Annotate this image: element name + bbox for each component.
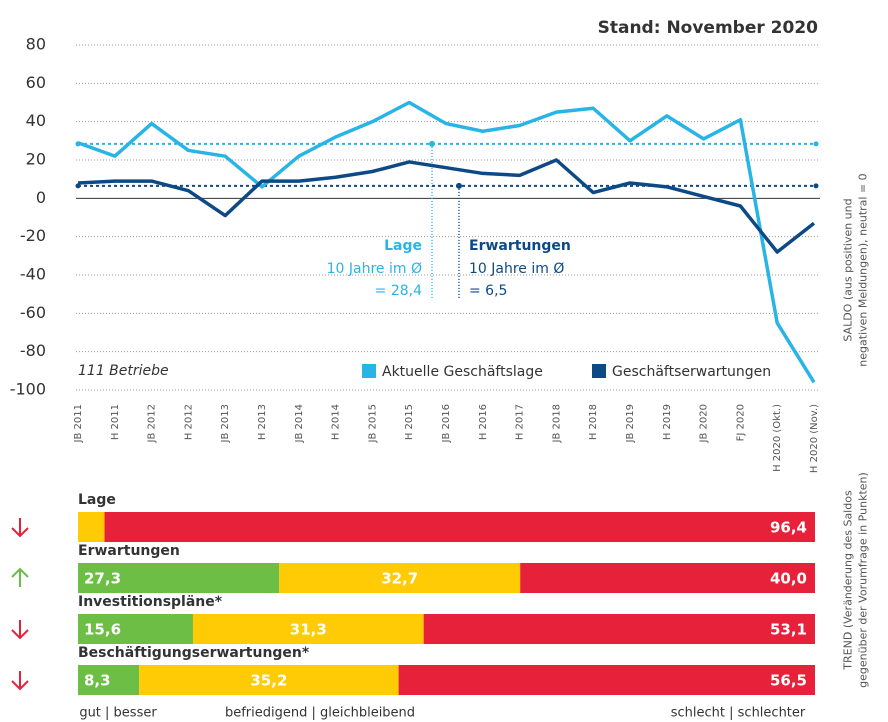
axis-label: TREND (Veränderung des Saldos — [842, 490, 855, 671]
axis-label: gegenüber der Vorumfrage in Punkten) — [857, 472, 870, 688]
legend-label: schlecht | schlechter — [671, 706, 806, 721]
value-label: 35,2 — [250, 672, 287, 690]
x-tick-label: JB 2014 — [294, 404, 305, 443]
bar-segment — [423, 614, 815, 644]
y-tick-label: 40 — [26, 111, 46, 130]
annotation-value: = 28,4 — [375, 283, 422, 299]
y-tick-label: -20 — [20, 226, 46, 245]
row-label: Beschäftigungserwartungen* — [78, 645, 310, 661]
legend-label: Aktuelle Geschäftslage — [382, 364, 543, 380]
y-tick-label: 0 — [36, 188, 46, 207]
y-tick-label: -40 — [20, 265, 46, 284]
x-tick-label: H 2015 — [404, 404, 415, 440]
x-tick-label: JB 2020 — [699, 404, 710, 443]
x-tick-label: JB 2013 — [220, 404, 231, 443]
annotation: 10 Jahre im Ø — [469, 261, 564, 277]
x-tick-label: H 2014 — [331, 404, 342, 440]
value-label: 56,5 — [770, 672, 807, 690]
annotation-title: Erwartungen — [469, 238, 571, 254]
y-tick-label: -100 — [10, 380, 46, 399]
x-tick-label: JB 2019 — [625, 404, 636, 443]
annotation-value: = 6,5 — [469, 283, 507, 299]
value-label: 32,7 — [381, 570, 418, 588]
bar-segment — [78, 512, 105, 542]
row-label: Lage — [78, 492, 116, 508]
bar-segment — [520, 563, 815, 593]
bar-segment — [104, 512, 816, 542]
annotation-title: Lage — [384, 238, 422, 254]
x-tick-label: H 2018 — [588, 404, 599, 440]
value-label: 8,3 — [84, 672, 111, 690]
bar-segment — [78, 563, 280, 593]
x-tick-label: H 2020 (Nov.) — [809, 404, 820, 473]
value-label: 96,4 — [770, 519, 807, 537]
axis-label: negativen Meldungen), neutral = 0 — [857, 173, 870, 366]
y-tick-label: -80 — [20, 341, 46, 360]
value-label: 40,0 — [770, 570, 807, 588]
x-tick-label: JB 2018 — [551, 404, 562, 443]
note: 111 Betriebe — [78, 363, 169, 379]
x-tick-label: H 2020 (Okt.) — [772, 404, 783, 472]
value-label: 31,3 — [290, 621, 327, 639]
trend-arrow — [11, 567, 29, 587]
x-tick-label: H 2012 — [183, 404, 194, 440]
average-dot — [813, 141, 819, 147]
trend-arrow — [11, 620, 29, 640]
x-tick-label: JB 2016 — [441, 404, 452, 443]
row-label: Erwartungen — [78, 543, 180, 559]
x-tick-label: JB 2015 — [367, 404, 378, 443]
x-tick-label: H 2013 — [257, 404, 268, 440]
bar-segment — [398, 665, 815, 695]
legend-label: gut | besser — [79, 706, 157, 721]
value-label: 53,1 — [770, 621, 807, 639]
series-line — [77, 100, 816, 384]
legend-swatch — [592, 364, 606, 378]
trend-arrow — [11, 518, 29, 538]
legend-swatch — [362, 364, 376, 378]
x-tick-label: H 2011 — [110, 404, 121, 440]
x-tick-label: H 2016 — [478, 404, 489, 440]
y-tick-label: -60 — [20, 303, 46, 322]
x-tick-label: H 2017 — [515, 404, 526, 440]
bar-segment — [78, 614, 193, 644]
x-tick-label: H 2019 — [662, 404, 673, 440]
bar-segment — [139, 665, 399, 695]
x-tick-label: JB 2012 — [147, 404, 158, 443]
legend-label: Geschäftserwartungen — [612, 364, 771, 380]
value-label: 27,3 — [84, 570, 121, 588]
chart-title: Stand: November 2020 — [598, 18, 819, 38]
value-label: 15,6 — [84, 621, 121, 639]
bar-segment — [192, 614, 424, 644]
y-tick-label: 80 — [26, 35, 46, 54]
average-dot — [813, 183, 819, 189]
annotation: 10 Jahre im Ø — [327, 261, 422, 277]
legend-label: befriedigend | gleichbleibend — [225, 706, 415, 721]
x-tick-label: JB 2011 — [73, 404, 84, 443]
axis-label: SALDO (aus positiven und — [842, 198, 855, 341]
series-line — [77, 158, 816, 254]
row-label: Investitionspläne* — [78, 594, 223, 610]
x-tick-label: FJ 2020 — [735, 404, 746, 441]
y-tick-label: 60 — [26, 73, 46, 92]
bar-segment — [279, 563, 521, 593]
y-tick-label: 20 — [26, 150, 46, 169]
bar-segment — [78, 665, 140, 695]
trend-arrow — [11, 671, 29, 691]
